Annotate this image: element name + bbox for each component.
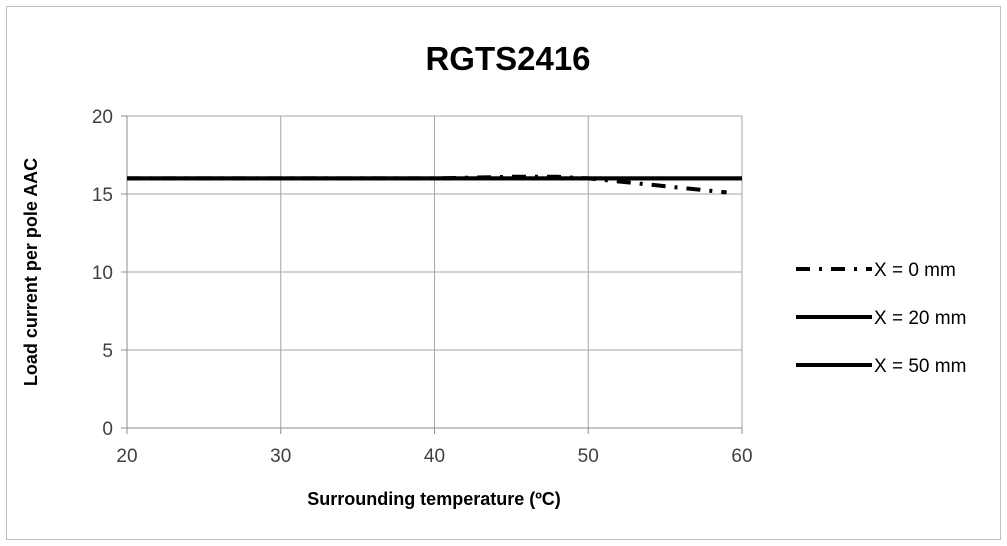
y-tick-label: 20 (92, 107, 113, 128)
grid (127, 115, 743, 428)
x-tick-label: 50 (578, 446, 599, 467)
tick-labels: 0 5 10 15 20 20 30 40 50 60 (92, 107, 753, 467)
y-tick-label: 10 (92, 263, 113, 284)
x-tick-label: 40 (424, 446, 445, 467)
y-tick-label: 0 (102, 419, 113, 440)
legend-label-3: X = 50 mm (874, 356, 966, 377)
legend-label-2: X = 20 mm (874, 308, 966, 329)
series-lines (127, 174, 742, 195)
x-tick-label: 30 (270, 446, 291, 467)
axes (121, 115, 743, 434)
series-line-1 (127, 174, 727, 195)
x-tick-label: 20 (116, 446, 137, 467)
legend: X = 0 mm X = 20 mm X = 50 mm (796, 260, 966, 377)
chart-title: RGTS2416 (425, 40, 590, 77)
y-tick-label: 15 (92, 185, 113, 206)
y-axis-label: Load current per pole AAC (21, 158, 41, 386)
legend-label-1: X = 0 mm (874, 260, 956, 281)
y-tick-label: 5 (102, 341, 113, 362)
chart-frame (6, 6, 1001, 540)
x-tick-label: 60 (731, 446, 752, 467)
x-axis-label: Surrounding temperature (ºC) (307, 489, 561, 509)
